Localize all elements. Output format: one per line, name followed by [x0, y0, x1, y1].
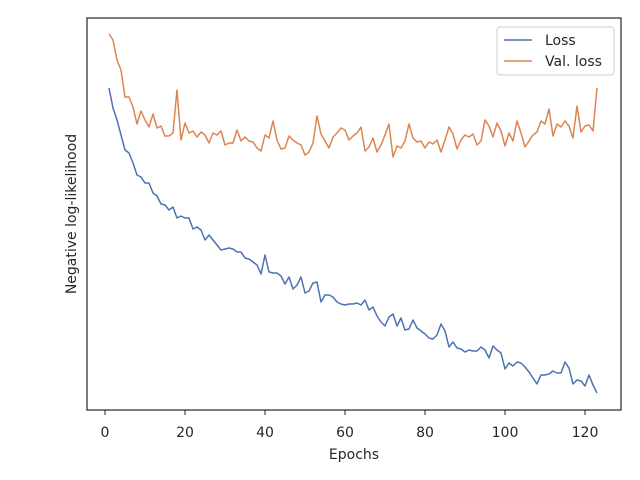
series-line [108, 87, 598, 394]
x-tick-label: 100 [492, 425, 519, 441]
series-line [108, 33, 598, 158]
x-tick-label: 40 [256, 425, 274, 441]
legend-box [496, 26, 615, 76]
x-tick-label: 80 [416, 425, 434, 441]
x-axis-label: Epochs [329, 447, 379, 463]
plot-frame [86, 17, 622, 411]
y-axis-label: Negative log-likelihood [64, 134, 80, 294]
x-tick-label: 60 [336, 425, 354, 441]
x-tick-label: 120 [572, 425, 599, 441]
x-tick-label: 0 [101, 425, 110, 441]
x-tick-label: 20 [176, 425, 194, 441]
legend-label: Val. loss [545, 54, 602, 70]
legend-label: Loss [545, 33, 576, 49]
